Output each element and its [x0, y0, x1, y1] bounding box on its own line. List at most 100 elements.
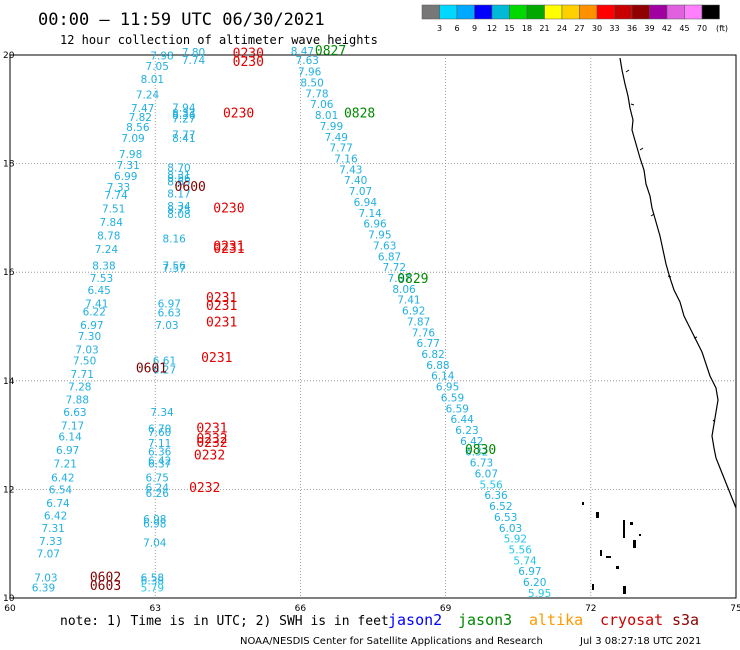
- legend-swatch: [614, 4, 633, 20]
- swh-value: 6.38: [141, 575, 164, 587]
- swh-value: 6.42: [51, 472, 74, 484]
- x-tick-label: 63: [149, 604, 160, 614]
- swh-value: 8.50: [300, 77, 323, 89]
- legend-label: 70: [697, 24, 707, 33]
- legend-label: 24: [557, 24, 567, 33]
- legend-label: 33: [609, 24, 619, 33]
- swh-value: 7.09: [121, 133, 144, 145]
- swh-value: 8.78: [97, 231, 120, 243]
- swh-value: 7.56: [162, 260, 186, 272]
- pass-time-label: 0600: [175, 180, 206, 195]
- swh-value: 7.49: [325, 132, 348, 144]
- legend-swatch: [544, 4, 563, 20]
- swh-value: 6.53: [494, 512, 517, 524]
- legend-unit: (ft): [716, 24, 728, 33]
- legend-label: 6: [454, 24, 459, 33]
- swh-value: 7.82: [129, 112, 152, 124]
- swh-value: 8.75: [167, 205, 190, 217]
- swh-value: 6.37: [148, 459, 171, 471]
- footer-credit: NOAA/NESDIS Center for Satellite Applica…: [240, 636, 543, 647]
- x-tick-label: 60: [4, 604, 16, 614]
- y-tick-label: 12: [3, 485, 14, 495]
- legend-label: 42: [662, 24, 672, 33]
- swh-value: 8.38: [92, 260, 115, 272]
- swh-value: 7.07: [37, 548, 60, 560]
- swh-value: 6.98: [143, 518, 166, 530]
- swh-value: 6.36: [148, 447, 172, 459]
- legend-swatch: [666, 4, 685, 20]
- swh-value: 7.30: [78, 331, 101, 343]
- legend-label: 15: [504, 24, 514, 33]
- swh-value: 7.98: [150, 50, 173, 62]
- legend-swatch: [439, 4, 458, 20]
- legend-label: 9: [472, 24, 477, 33]
- pass-time-label: 0231: [213, 242, 244, 257]
- swh-value: 6.39: [32, 582, 55, 594]
- swh-value: 6.99: [114, 171, 137, 183]
- swh-value: 6.88: [426, 360, 449, 372]
- swh-value: 8.36: [172, 110, 196, 122]
- swh-value: 7.76: [412, 327, 436, 339]
- swh-value: 7.60: [148, 427, 171, 439]
- swh-value: 6.77: [417, 338, 440, 350]
- swh-value: 8.16: [162, 233, 186, 245]
- axis-ticks: 60 63 66 69 72 75 10 12 14 16 18 20: [3, 51, 740, 614]
- swh-value: 7.24: [136, 89, 160, 101]
- legend-swatch: [561, 4, 580, 20]
- legend-label: 30: [592, 24, 602, 33]
- swh-value: 6.22: [83, 307, 106, 319]
- pass-time-label: 0231: [213, 239, 244, 254]
- swh-value: 6.42: [148, 455, 171, 467]
- swh-value: 6.44: [450, 414, 474, 426]
- swh-value: 6.14: [58, 432, 82, 444]
- swh-value: 6.07: [475, 468, 498, 480]
- pass-time-label: 0828: [344, 106, 375, 121]
- pass-time-label: 0827: [315, 44, 346, 59]
- swh-value: 7.11: [148, 438, 171, 450]
- satellite-legend: jason2 jason3 altika cryosat s3a: [388, 611, 699, 629]
- island-marks: [582, 502, 641, 594]
- plot-area: [9, 54, 737, 599]
- swh-value: 6.23: [455, 425, 478, 437]
- swh-value: 6.95: [436, 382, 459, 394]
- swh-value: 6.97: [56, 445, 79, 457]
- swh-value: 6.63: [158, 308, 181, 320]
- swh-value: 7.51: [102, 203, 125, 215]
- pass-time-label: 0231: [196, 421, 227, 436]
- swh-value: 8.70: [167, 163, 190, 175]
- swh-value: 7.16: [334, 154, 358, 166]
- pass-time-label: 0232: [194, 449, 225, 464]
- swh-value: 7.03: [75, 345, 98, 357]
- swh-value: 6.87: [378, 251, 401, 263]
- swh-value: 7.87: [407, 316, 430, 328]
- swh-value: 7.27: [172, 113, 195, 125]
- pass-time-label: 0829: [397, 272, 428, 287]
- swh-value: 6.92: [402, 306, 425, 318]
- swh-value: 7.96: [298, 67, 322, 79]
- swh-value: 6.14: [431, 371, 455, 383]
- swh-value: 6.97: [158, 298, 181, 310]
- legend-swatch: [649, 4, 668, 20]
- swh-value: 6.96: [363, 219, 387, 231]
- legend-swatch: [631, 4, 650, 20]
- swh-value: 7.98: [119, 149, 142, 161]
- pass-time-label: 0231: [206, 316, 237, 331]
- swh-value: 7.28: [68, 382, 91, 394]
- swh-value: 7.63: [373, 240, 396, 252]
- chart-subtitle: 12 hour collection of altimeter wave hei…: [60, 33, 378, 47]
- y-tick-label: 16: [3, 268, 15, 278]
- swh-value: 7.33: [107, 182, 130, 194]
- legend-swatch: [509, 4, 528, 20]
- color-legend: 3 6 9 12 15 18 21 24 27 30 33 36 39 42 45 70: [421, 4, 720, 33]
- legend-label: 27: [574, 24, 584, 33]
- swh-value: 7.05: [146, 61, 169, 73]
- swh-value: 7.41: [397, 295, 420, 307]
- swh-value: 6.98: [143, 514, 166, 526]
- legend-swatch: [701, 4, 720, 20]
- legend-swatch: [684, 4, 703, 20]
- swh-value: 7.31: [41, 523, 64, 535]
- swh-value: 8.06: [392, 284, 416, 296]
- swh-value: 5.56: [509, 544, 533, 556]
- y-tick-label: 14: [3, 377, 15, 387]
- swh-value: 7.04: [143, 537, 167, 549]
